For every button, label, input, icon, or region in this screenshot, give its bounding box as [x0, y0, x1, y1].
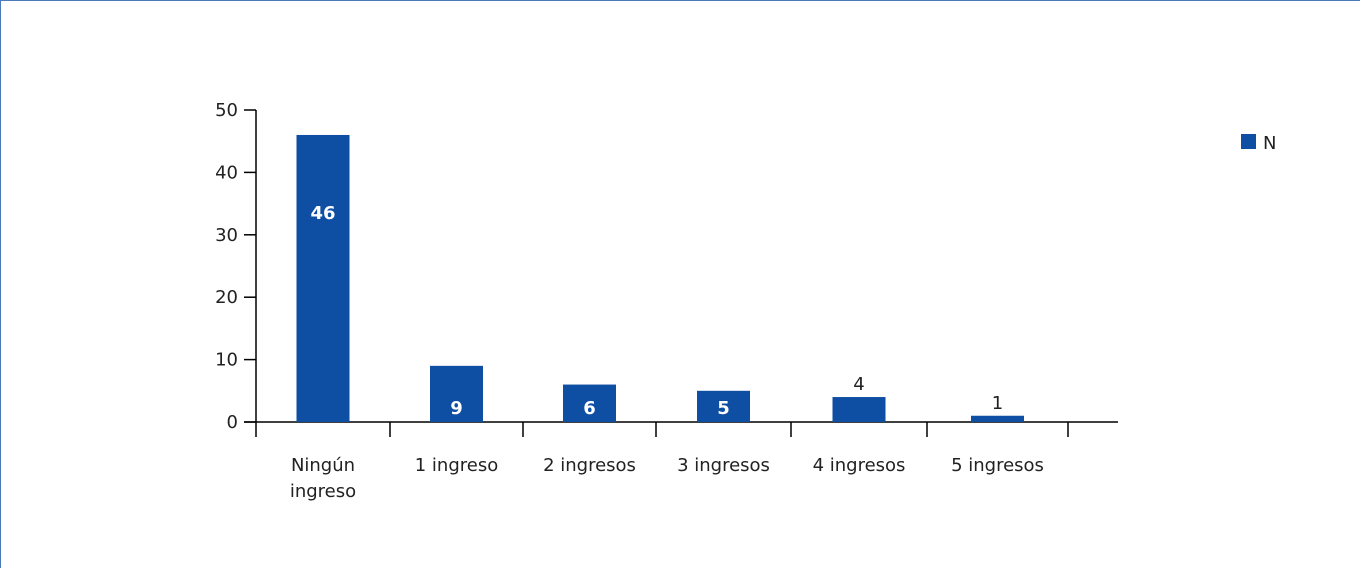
- data-label: 9: [450, 398, 463, 419]
- bar: [832, 397, 886, 422]
- y-tick-label: 50: [215, 100, 238, 121]
- data-label: 5: [717, 398, 730, 419]
- bar: [563, 384, 616, 422]
- y-tick-label: 40: [215, 162, 238, 183]
- bar: [971, 415, 1024, 422]
- bars: [296, 134, 1024, 422]
- legend-swatch: [1241, 134, 1256, 149]
- bar: [296, 134, 350, 422]
- y-tick-label: 30: [215, 225, 238, 246]
- data-label: 46: [310, 203, 335, 224]
- data-labels: 46 9 6 5 4 1: [310, 203, 1003, 419]
- legend: N: [1241, 133, 1276, 154]
- x-category-label: 2 ingresos: [543, 455, 636, 476]
- x-category-label: 3 ingresos: [677, 455, 770, 476]
- x-axis: Ningún ingreso 1 ingreso 2 ingresos 3 ingres…: [244, 421, 1118, 502]
- data-label: 6: [583, 398, 596, 419]
- data-label: 4: [853, 374, 864, 395]
- x-category-label: Ningún ingreso: [290, 455, 356, 502]
- y-axis: 0 10 20 30 40 50: [215, 100, 257, 433]
- x-category-label: 1 ingreso: [415, 455, 498, 476]
- bar: [430, 365, 483, 422]
- data-label: 1: [992, 393, 1003, 414]
- y-tick-label: 0: [227, 412, 238, 433]
- x-category-label: 5 ingresos: [951, 455, 1044, 476]
- y-tick-label: 20: [215, 287, 238, 308]
- legend-label: N: [1263, 133, 1276, 154]
- x-category-label: 4 ingresos: [813, 455, 906, 476]
- bar: [697, 390, 750, 422]
- y-tick-label: 10: [215, 350, 238, 371]
